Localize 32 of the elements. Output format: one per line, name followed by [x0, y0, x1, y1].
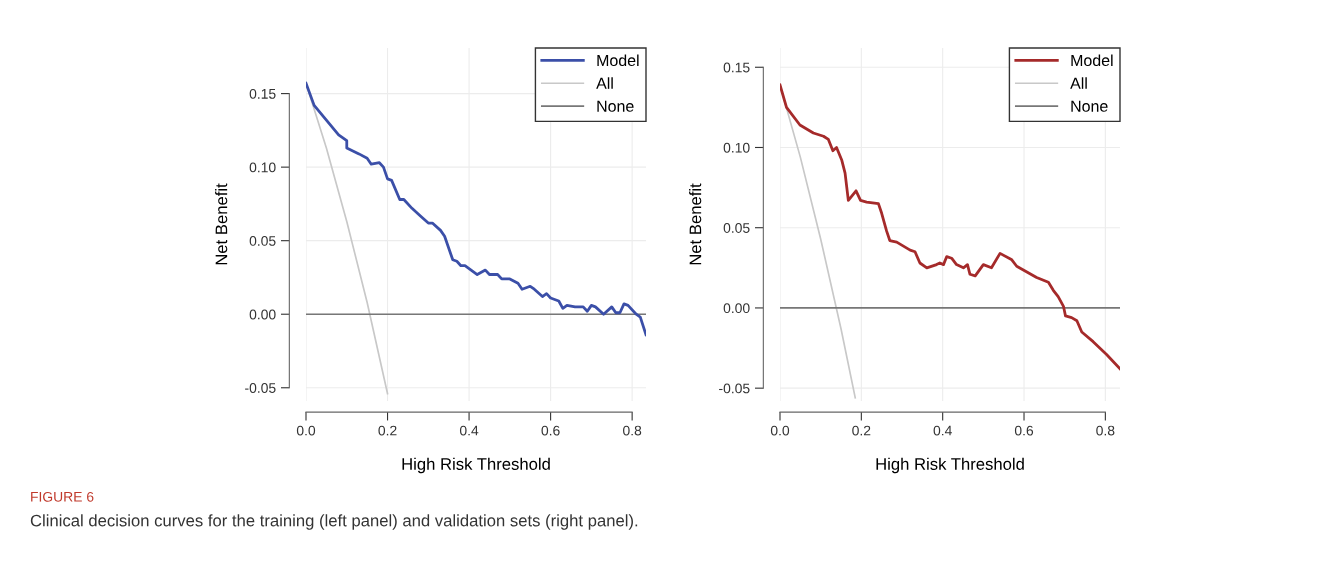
legend-label: None	[597, 100, 634, 112]
y-axis-title: Net Benefit	[689, 183, 702, 265]
y-tick-label: -0.05	[719, 383, 750, 394]
x-tick-label: 0.8	[623, 425, 642, 436]
x-tick-label: 0.8	[1096, 425, 1115, 436]
legend-label: Model	[1071, 54, 1113, 67]
y-tick-label: 0.05	[249, 236, 276, 246]
y-axis-title: Net Benefit	[215, 183, 228, 265]
x-tick-label: 0.4	[933, 425, 952, 436]
y-tick-label: 0.15	[249, 88, 276, 99]
legend-label: All	[596, 77, 613, 89]
x-tick-label: 0.0	[770, 425, 790, 436]
x-axis-title: High Risk Threshold	[402, 457, 550, 474]
y-tick-label: 0.10	[723, 142, 750, 153]
y-tick-label: 0.15	[723, 62, 750, 73]
x-tick-label: 0.2	[378, 425, 397, 436]
y-tick-label: 0.00	[723, 303, 750, 314]
y-tick-label: 0.00	[249, 309, 276, 320]
caption: FIGURE 6	[31, 491, 94, 502]
x-tick-label: 0.2	[852, 425, 871, 436]
x-tick-label: 0.4	[459, 425, 479, 436]
y-tick-label: -0.05	[245, 383, 276, 393]
y-tick-label: 0.05	[723, 223, 750, 233]
x-tick-label: 0.6	[1014, 425, 1034, 436]
y-tick-label: 0.10	[249, 162, 276, 173]
legend-label: Model	[597, 54, 639, 67]
legend-label: None	[1071, 100, 1108, 112]
legend-label: All	[1070, 77, 1087, 89]
text: Clinical decision curves for the training (left panel) and validation sets (right panel).	[30, 514, 638, 530]
x-tick-label: 0.0	[296, 425, 316, 436]
x-axis-title: High Risk Threshold	[876, 457, 1024, 474]
x-tick-label: 0.6	[541, 425, 560, 436]
